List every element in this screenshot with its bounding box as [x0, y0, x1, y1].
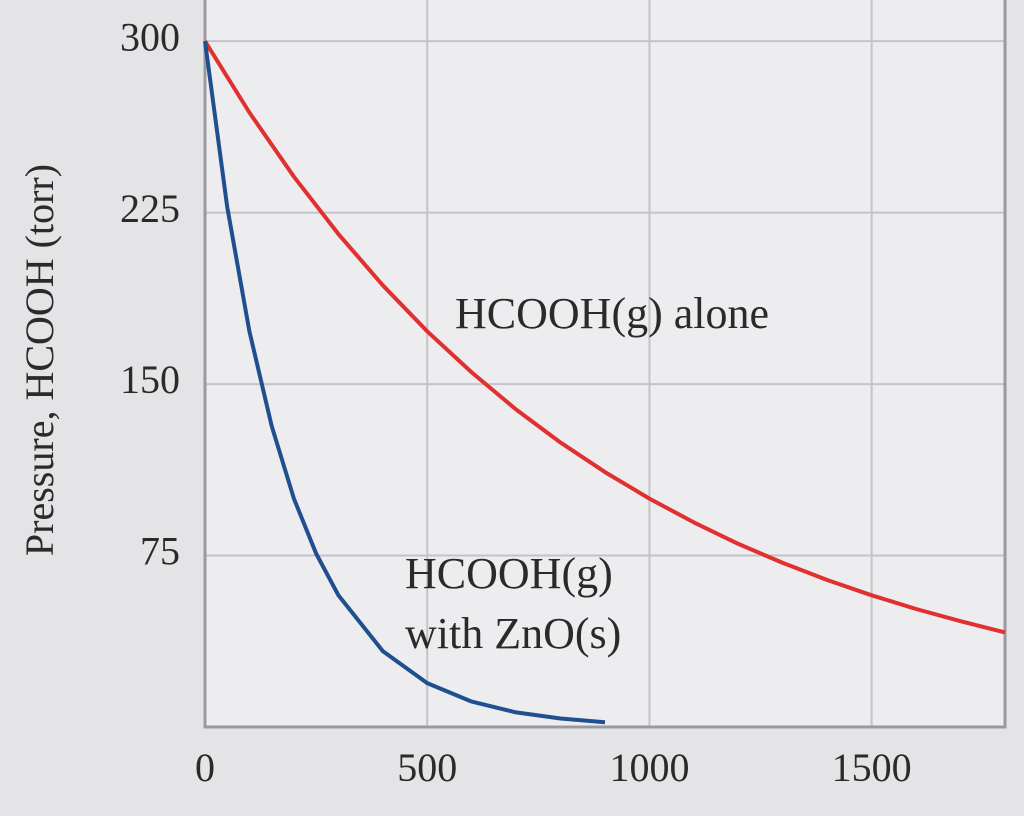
- data-line: [203, 40, 606, 725]
- annotation: HCOOH(g): [405, 549, 613, 598]
- y-tick-label: 150: [120, 357, 180, 402]
- y-tick-label: 75: [140, 529, 180, 574]
- y-tick-label: 225: [120, 186, 180, 231]
- data-line: [203, 40, 1006, 635]
- x-tick-label: 500: [397, 745, 457, 790]
- y-tick-label: 300: [120, 14, 180, 59]
- x-tick-label: 1000: [609, 745, 689, 790]
- annotation: HCOOH(g) alone: [455, 289, 769, 338]
- axis-frame: [203, 0, 1007, 729]
- y-axis-label: Pressure, HCOOH (torr): [17, 164, 62, 556]
- x-tick-label: 1500: [832, 745, 912, 790]
- annotation: with ZnO(s): [405, 609, 621, 658]
- x-tick-label: 0: [195, 745, 215, 790]
